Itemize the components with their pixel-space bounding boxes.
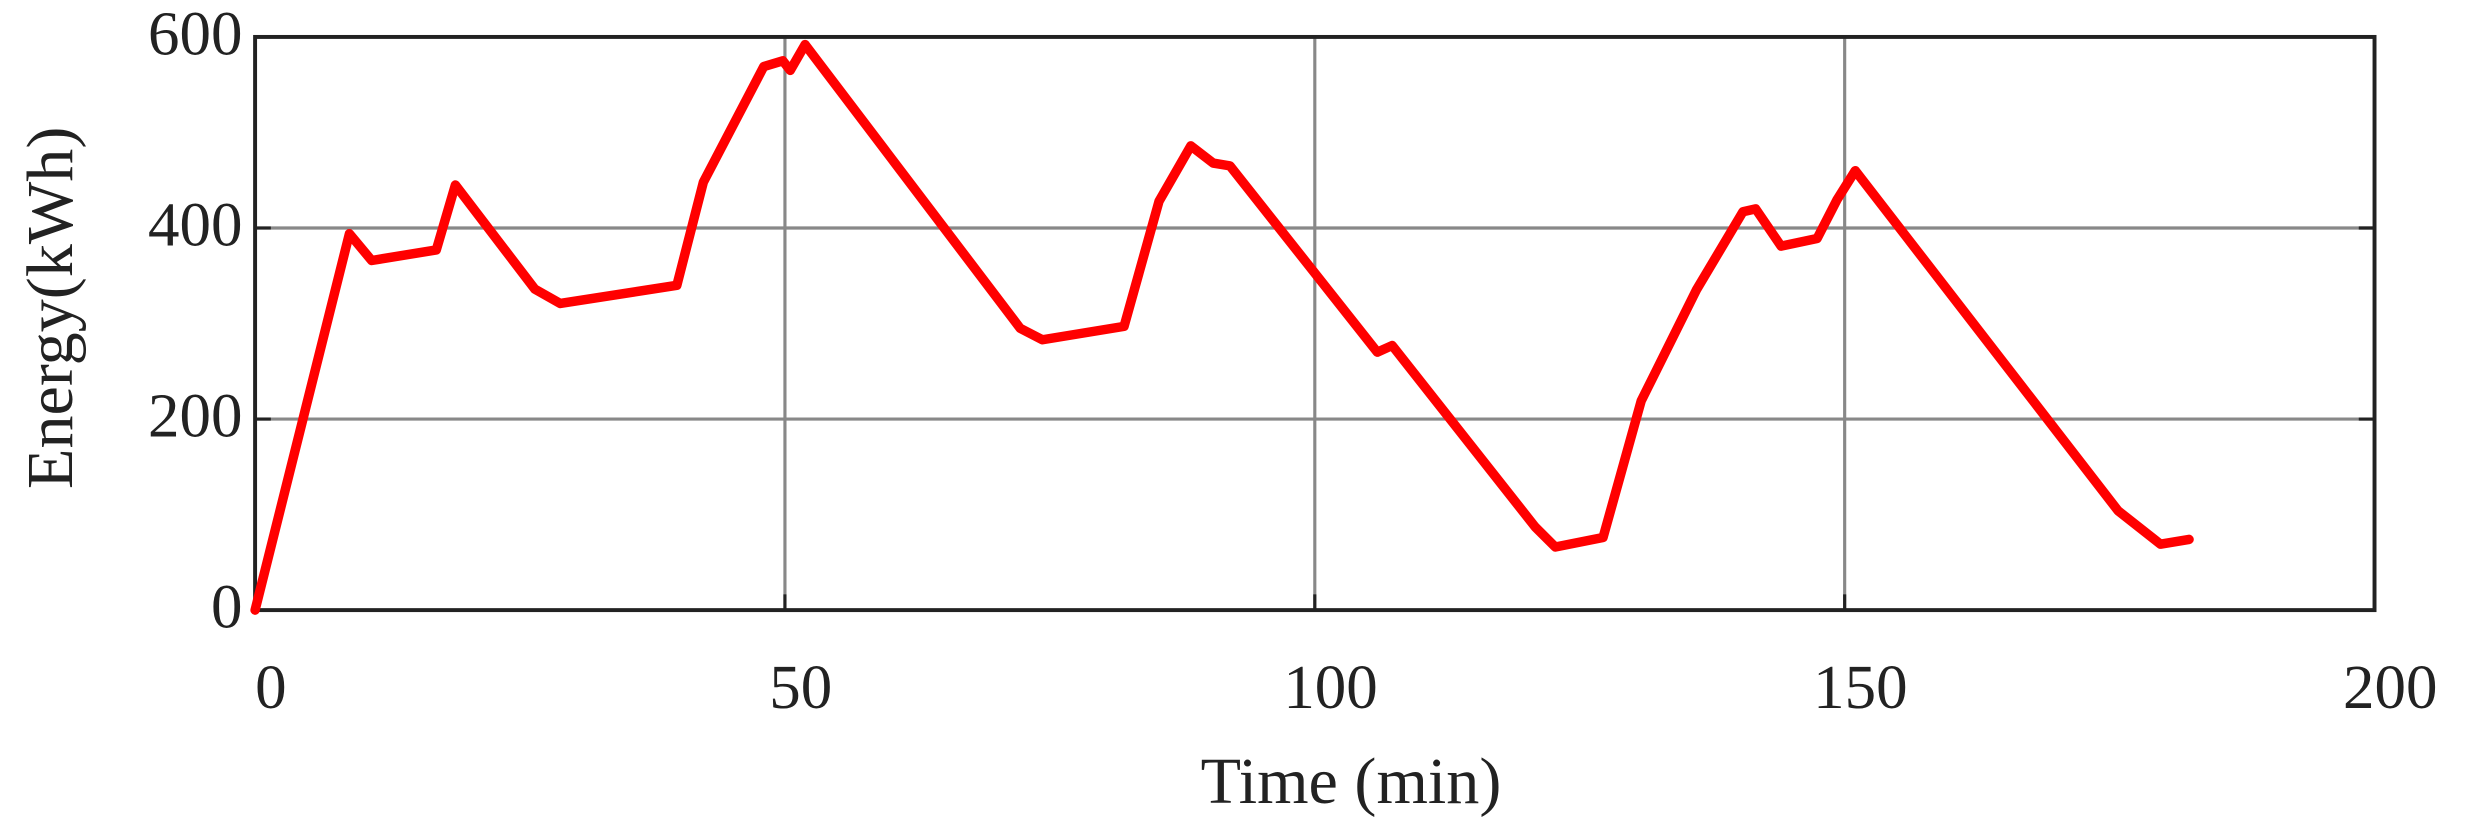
data-line bbox=[250, 39, 2194, 615]
y-tick-label: 600 bbox=[148, 0, 242, 69]
plot-frame bbox=[253, 34, 2377, 613]
y-tick-label: 0 bbox=[211, 572, 242, 642]
x-tick-label: 100 bbox=[1283, 652, 1377, 722]
x-tick-label: 150 bbox=[1813, 652, 1907, 722]
y-tick-label: 200 bbox=[148, 381, 242, 451]
y-tick-label: 400 bbox=[148, 190, 242, 260]
x-tick-label: 0 bbox=[255, 652, 286, 722]
x-axis-title: Time (min) bbox=[1201, 745, 1502, 818]
x-tick-label: 200 bbox=[2343, 652, 2437, 722]
y-axis-title: Energy(kWh) bbox=[14, 127, 87, 489]
x-tick-label: 50 bbox=[769, 652, 832, 722]
